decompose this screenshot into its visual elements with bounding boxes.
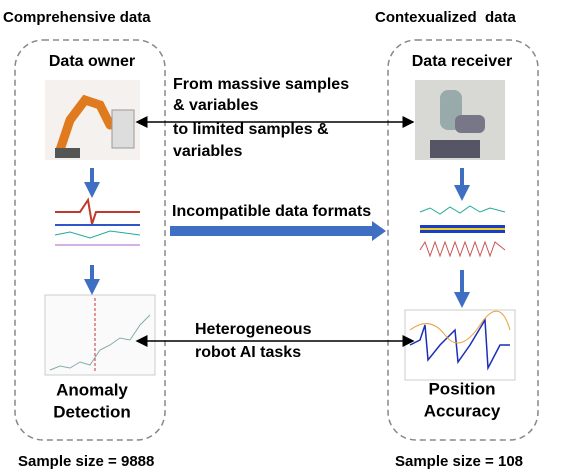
accuracy-chart-image	[405, 310, 515, 380]
left-sample-size: Sample size = 9888	[18, 453, 154, 470]
left-task: Detection	[53, 402, 130, 421]
diagram: Comprehensive data Data owner Anomaly De…	[0, 0, 561, 473]
link-text: & variables	[173, 97, 258, 114]
robot-image	[45, 80, 140, 160]
link-text: robot AI tasks	[195, 344, 301, 361]
link-text: Incompatible data formats	[172, 203, 371, 220]
link-text: variables	[173, 143, 242, 160]
transfer-arrow	[170, 221, 386, 241]
link-text: From massive samples	[173, 76, 349, 93]
link-text: to limited samples &	[173, 121, 329, 138]
robot-image	[415, 80, 505, 160]
link-text: Heterogeneous	[195, 321, 312, 338]
right-task: Accuracy	[424, 401, 501, 420]
left-task: Anomaly	[56, 380, 128, 399]
right-task: Position	[428, 379, 495, 398]
anomaly-chart-image	[45, 295, 155, 375]
left-title: Data owner	[49, 53, 135, 70]
left-header: Comprehensive data	[3, 9, 151, 26]
right-header: Contexualized data	[375, 9, 517, 26]
right-title: Data receiver	[412, 53, 513, 70]
signal-image	[415, 198, 510, 260]
right-sample-size: Sample size = 108	[395, 453, 523, 470]
signal-image	[50, 198, 142, 248]
